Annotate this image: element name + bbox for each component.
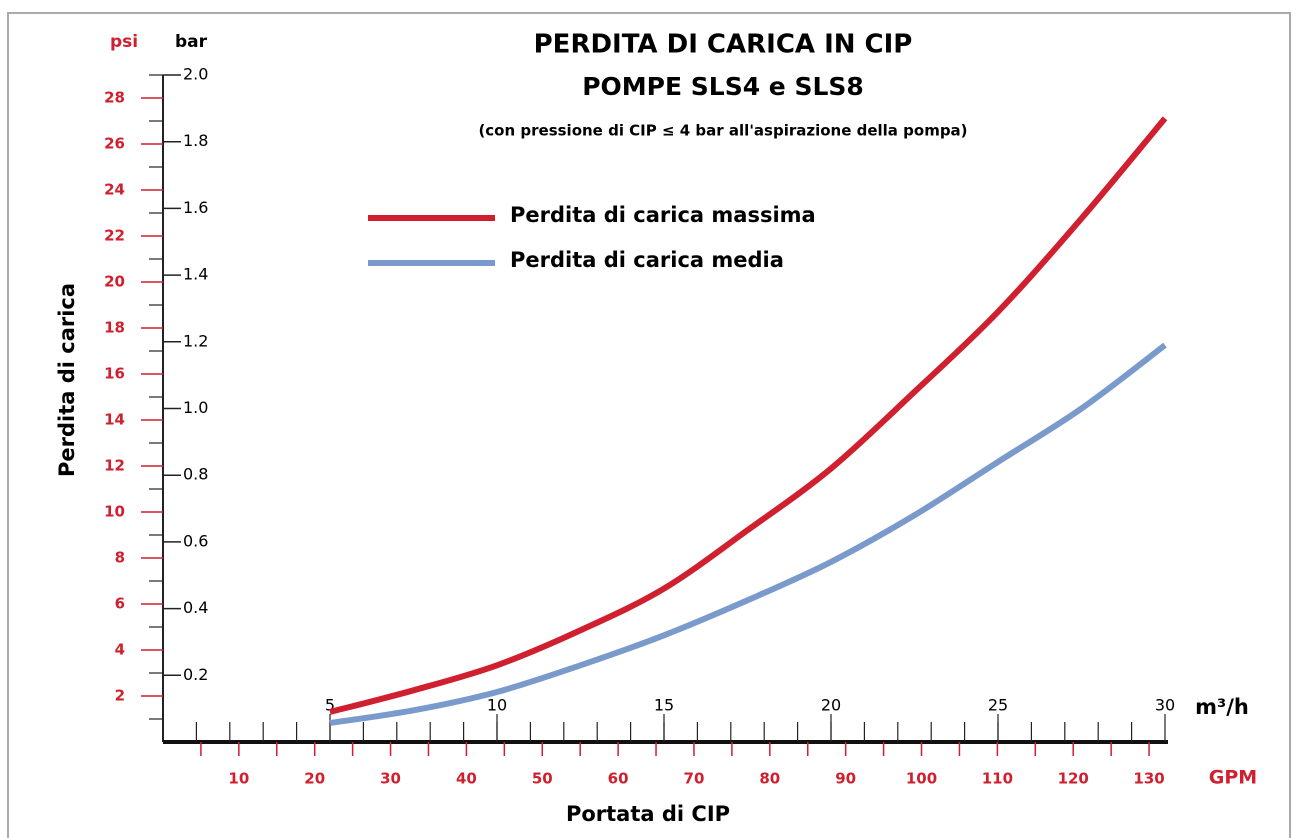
x2-tick-label: 100 bbox=[906, 770, 937, 788]
y2-tick-label: 12 bbox=[104, 457, 125, 475]
x2-tick-label: 80 bbox=[759, 770, 780, 788]
chart-subtitle: POMPE SLS4 e SLS8 bbox=[582, 72, 864, 101]
legend-label: Perdita di carica media bbox=[510, 248, 784, 272]
series-line bbox=[329, 342, 1167, 726]
y2-tick-label: 22 bbox=[104, 227, 125, 245]
series-line bbox=[329, 116, 1168, 715]
x-tick-label: 10 bbox=[487, 696, 507, 715]
x2-tick-label: 30 bbox=[380, 770, 401, 788]
chart-title: PERDITA DI CARICA IN CIP bbox=[534, 30, 913, 60]
y-tick-label: 2.0 bbox=[183, 65, 208, 84]
y2-tick-label: 2 bbox=[115, 687, 125, 705]
x-tick-label: 5 bbox=[325, 696, 335, 715]
x2-tick-label: 40 bbox=[456, 770, 477, 788]
x2-unit: GPM bbox=[1209, 767, 1257, 789]
y2-tick-label: 6 bbox=[115, 595, 125, 613]
x-tick-label: 20 bbox=[821, 696, 841, 715]
y2-tick-label: 8 bbox=[115, 549, 125, 567]
y-axis-title: Perdita di carica bbox=[55, 283, 79, 477]
chart-note: (con pressione di CIP ≤ 4 bar all'aspira… bbox=[478, 122, 967, 140]
y2-tick-label: 24 bbox=[104, 181, 125, 199]
x2-tick-label: 60 bbox=[608, 770, 629, 788]
y-tick-label: 1.4 bbox=[183, 265, 208, 284]
y2-tick-label: 14 bbox=[104, 411, 125, 429]
x-axis-title: Portata di CIP bbox=[566, 802, 730, 826]
x-unit: m³/h bbox=[1195, 695, 1249, 719]
y-unit: bar bbox=[175, 32, 208, 52]
x-tick-label: 25 bbox=[988, 696, 1008, 715]
y-tick-label: 0.2 bbox=[183, 665, 208, 684]
y-tick-label: 1.8 bbox=[183, 131, 208, 150]
y2-tick-label: 20 bbox=[104, 273, 125, 291]
x2-tick-label: 90 bbox=[835, 770, 856, 788]
y-tick-label: 0.4 bbox=[183, 598, 208, 617]
x2-tick-label: 120 bbox=[1058, 770, 1089, 788]
x2-tick-label: 130 bbox=[1133, 770, 1164, 788]
x2-tick-label: 20 bbox=[304, 770, 325, 788]
y-tick-label: 1.2 bbox=[183, 331, 208, 350]
y-tick-label: 1.6 bbox=[183, 198, 208, 217]
y2-tick-label: 16 bbox=[104, 365, 125, 383]
x-tick-label: 30 bbox=[1155, 696, 1175, 715]
frame bbox=[7, 12, 1291, 838]
y2-unit: psi bbox=[110, 32, 138, 52]
y2-tick-label: 10 bbox=[104, 503, 125, 521]
y-tick-label: 0.6 bbox=[183, 531, 208, 550]
y-tick-label: 0.8 bbox=[183, 465, 208, 484]
y2-tick-label: 26 bbox=[104, 135, 125, 153]
x2-tick-label: 110 bbox=[982, 770, 1013, 788]
y2-tick-label: 28 bbox=[104, 89, 125, 107]
x2-tick-label: 70 bbox=[684, 770, 705, 788]
x2-tick-label: 50 bbox=[532, 770, 553, 788]
x2-tick-label: 10 bbox=[228, 770, 249, 788]
y2-tick-label: 4 bbox=[115, 641, 125, 659]
legend-label: Perdita di carica massima bbox=[510, 203, 816, 227]
x-tick-label: 15 bbox=[654, 696, 674, 715]
y2-tick-label: 18 bbox=[104, 319, 125, 337]
y-tick-label: 1.0 bbox=[183, 398, 208, 417]
